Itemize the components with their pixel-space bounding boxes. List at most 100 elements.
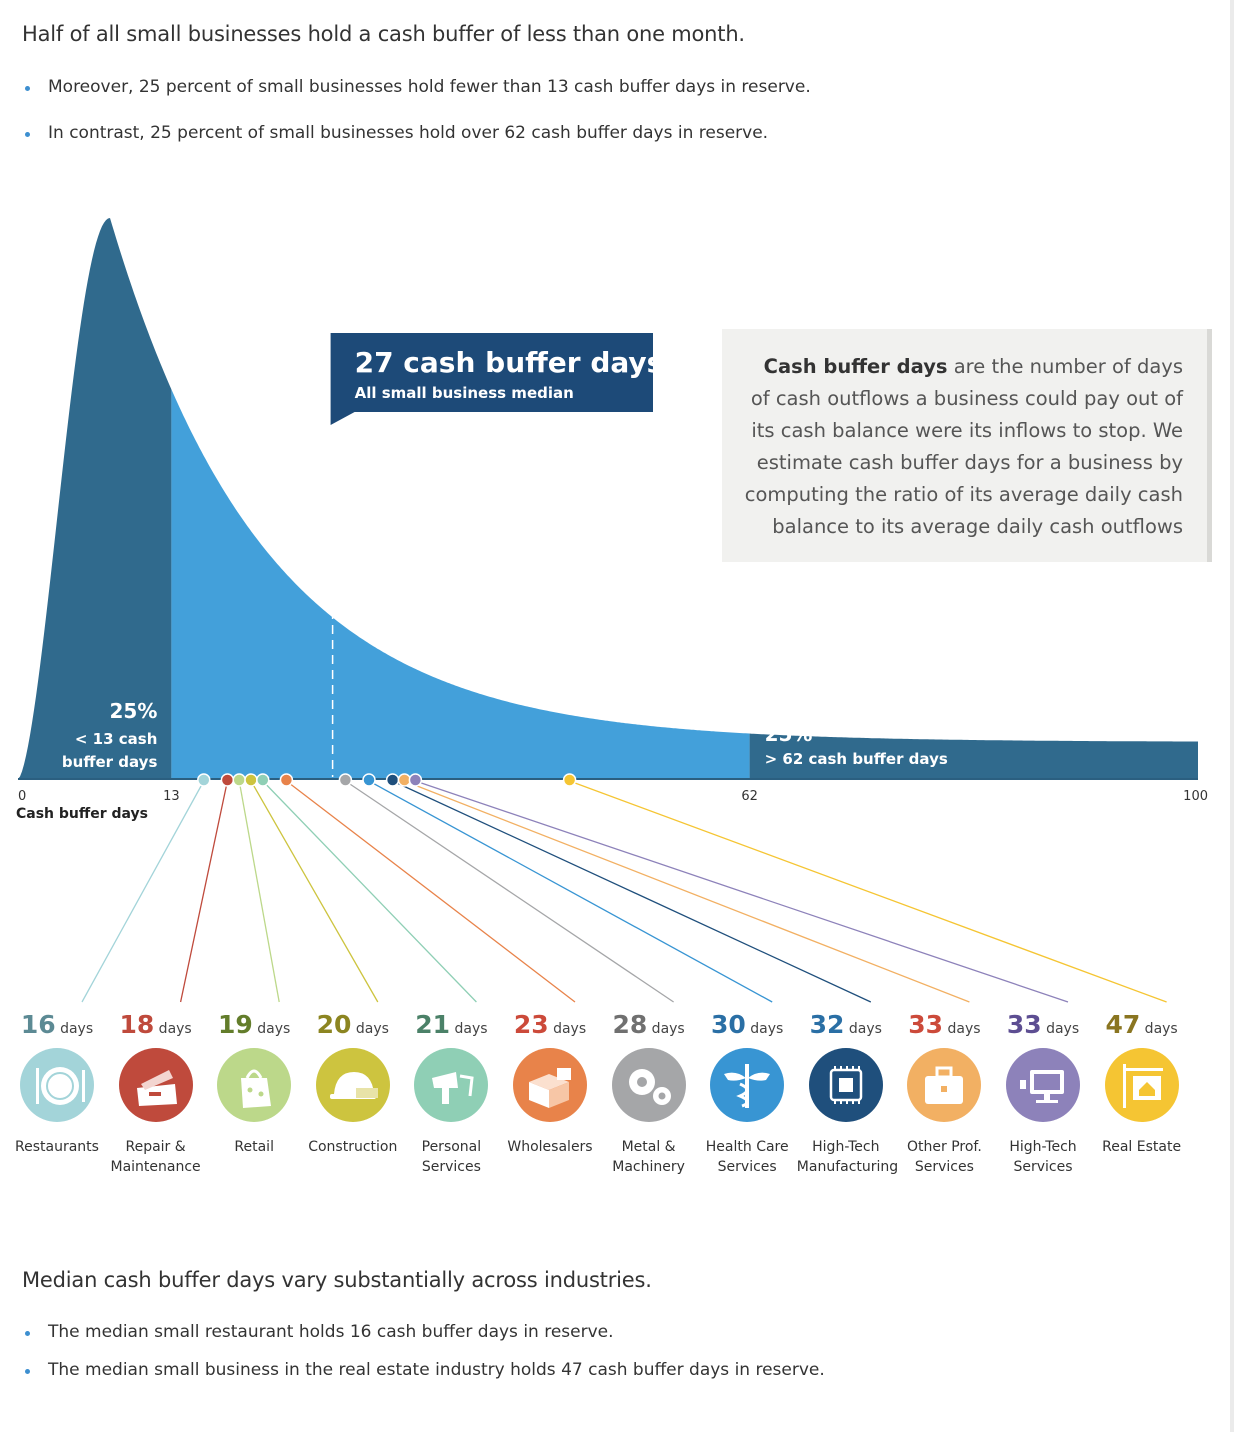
industry-item: 21 days Personal Services bbox=[402, 1010, 500, 1177]
industry-days-value: 33 bbox=[908, 1010, 944, 1039]
monitor-icon bbox=[1006, 1048, 1080, 1122]
industry-item: 18 days Repair & Maintenance bbox=[107, 1010, 205, 1177]
intro-bullets: Moreover, 25 percent of small businesses… bbox=[22, 76, 811, 168]
gears-icon bbox=[611, 1048, 686, 1122]
industry-dot bbox=[232, 773, 246, 787]
industry-days-unit: days bbox=[943, 1021, 981, 1037]
upper-quartile-area bbox=[749, 733, 1198, 779]
median-title: 27 cash buffer days bbox=[355, 346, 664, 379]
hard-hat-icon bbox=[315, 1048, 390, 1122]
industry-days-value: 47 bbox=[1105, 1010, 1141, 1039]
industry-name-line: Manufacturing bbox=[796, 1159, 899, 1175]
industry-item: 23 days Wholesalers bbox=[501, 1010, 599, 1157]
page-edge bbox=[1230, 0, 1234, 1432]
briefcase-icon bbox=[907, 1048, 982, 1122]
industry-name-line: Services bbox=[914, 1159, 974, 1175]
industry-days: 16 days bbox=[8, 1010, 106, 1044]
industry-dot bbox=[220, 773, 235, 787]
industry-name: Metal & Machinery bbox=[600, 1137, 698, 1177]
industry-days-value: 28 bbox=[612, 1010, 648, 1039]
industry-name-line: Construction bbox=[308, 1139, 398, 1155]
connector-line bbox=[404, 780, 970, 1003]
definition-callout: Cash buffer days are the number of days … bbox=[722, 329, 1212, 562]
industry-name-line: Real Estate bbox=[1102, 1139, 1182, 1155]
industry-item: 32 days High-Tech Manufacturing bbox=[796, 1010, 899, 1177]
industry-days-unit: days bbox=[351, 1021, 389, 1037]
industry-name: Personal Services bbox=[402, 1137, 500, 1177]
industry-dot bbox=[385, 773, 400, 787]
lower-quartile-label: buffer days bbox=[62, 753, 158, 771]
boxes-icon bbox=[513, 1048, 587, 1122]
industry-days: 19 days bbox=[205, 1010, 303, 1044]
industry-name-line: Other Prof. bbox=[907, 1139, 982, 1155]
industry-days: 21 days bbox=[402, 1010, 500, 1044]
industry-item: 30 days Health Care Services bbox=[698, 1010, 796, 1177]
industry-name-line: Services bbox=[717, 1159, 777, 1175]
industry-dot bbox=[197, 773, 211, 787]
x-axis-label: Cash buffer days bbox=[16, 806, 148, 822]
industry-days-unit: days bbox=[252, 1021, 291, 1037]
industry-name-line: Services bbox=[1013, 1159, 1073, 1175]
industry-days: 47 days bbox=[1093, 1010, 1191, 1044]
industry-days: 30 days bbox=[698, 1010, 796, 1044]
industry-item: 28 days Metal & Machinery bbox=[600, 1010, 698, 1177]
upper-quartile-percent: 25% bbox=[765, 722, 813, 746]
industry-days-value: 33 bbox=[1006, 1010, 1042, 1039]
lower-quartile-percent: 25% bbox=[110, 699, 158, 723]
industry-days-unit: days bbox=[647, 1021, 685, 1037]
industry-name-line: Restaurants bbox=[15, 1139, 99, 1155]
industry-name-line: Health Care bbox=[705, 1139, 789, 1155]
chip-icon bbox=[808, 1048, 883, 1122]
industry-days-unit: days bbox=[844, 1021, 882, 1037]
industry-dot bbox=[562, 773, 577, 787]
industry-name: Health Care Services bbox=[698, 1137, 796, 1177]
industry-dot bbox=[362, 773, 376, 787]
industry-days-unit: days bbox=[154, 1021, 192, 1037]
shopping-bag-icon bbox=[217, 1048, 292, 1122]
caduceus-icon bbox=[710, 1048, 785, 1122]
connector-line bbox=[250, 780, 379, 1003]
intro-bullet: In contrast, 25 percent of small busines… bbox=[22, 122, 811, 145]
x-tick-label: 13 bbox=[163, 789, 180, 804]
industry-name: Construction bbox=[304, 1137, 402, 1157]
industry-name: Repair & Maintenance bbox=[107, 1137, 205, 1177]
industry-name: Wholesalers bbox=[501, 1137, 599, 1157]
outro-bullets: The median small restaurant holds 16 cas… bbox=[22, 1321, 825, 1397]
callout-term: Cash buffer days bbox=[763, 355, 948, 378]
industry-days-unit: days bbox=[1041, 1021, 1080, 1037]
industry-name-line: Services bbox=[421, 1159, 481, 1175]
industry-days: 18 days bbox=[107, 1010, 205, 1044]
industry-name: Real Estate bbox=[1093, 1137, 1191, 1157]
industry-days-value: 21 bbox=[415, 1010, 451, 1039]
industry-days-value: 18 bbox=[119, 1010, 155, 1039]
median-subtitle: All small business median bbox=[355, 384, 574, 402]
industry-days-unit: days bbox=[1140, 1021, 1178, 1037]
x-tick-label: 0 bbox=[18, 789, 26, 804]
industry-name: Other Prof. Services bbox=[895, 1137, 993, 1177]
connector-line bbox=[392, 780, 872, 1003]
industry-days-value: 23 bbox=[513, 1010, 549, 1039]
connector-line bbox=[81, 780, 205, 1003]
connector-line bbox=[415, 780, 1069, 1003]
hair-dryer-icon bbox=[414, 1048, 489, 1122]
outro-bullet: The median small business in the real es… bbox=[22, 1359, 825, 1382]
plate-icon bbox=[20, 1048, 94, 1122]
industry-days-unit: days bbox=[450, 1021, 488, 1037]
industry-item: 20 days Construction bbox=[304, 1010, 402, 1157]
connector-line bbox=[345, 780, 674, 1003]
industry-dot bbox=[408, 773, 423, 787]
industry-days-value: 30 bbox=[711, 1010, 746, 1039]
industry-name-line: Metal & bbox=[621, 1139, 676, 1155]
industry-dot bbox=[279, 773, 294, 787]
outro-bullet: The median small restaurant holds 16 cas… bbox=[22, 1321, 825, 1344]
industry-days-value: 20 bbox=[316, 1010, 352, 1039]
industry-days-unit: days bbox=[55, 1021, 94, 1037]
industry-days: 28 days bbox=[600, 1010, 698, 1044]
industry-days: 20 days bbox=[304, 1010, 402, 1044]
toolbox-icon bbox=[118, 1048, 193, 1122]
industry-days: 23 days bbox=[501, 1010, 599, 1044]
industry-dot bbox=[256, 773, 270, 787]
industry-name-line: High-Tech bbox=[1009, 1139, 1077, 1155]
industry-name: High-Tech Manufacturing bbox=[796, 1137, 899, 1177]
industry-name-line: High-Tech bbox=[812, 1139, 880, 1155]
